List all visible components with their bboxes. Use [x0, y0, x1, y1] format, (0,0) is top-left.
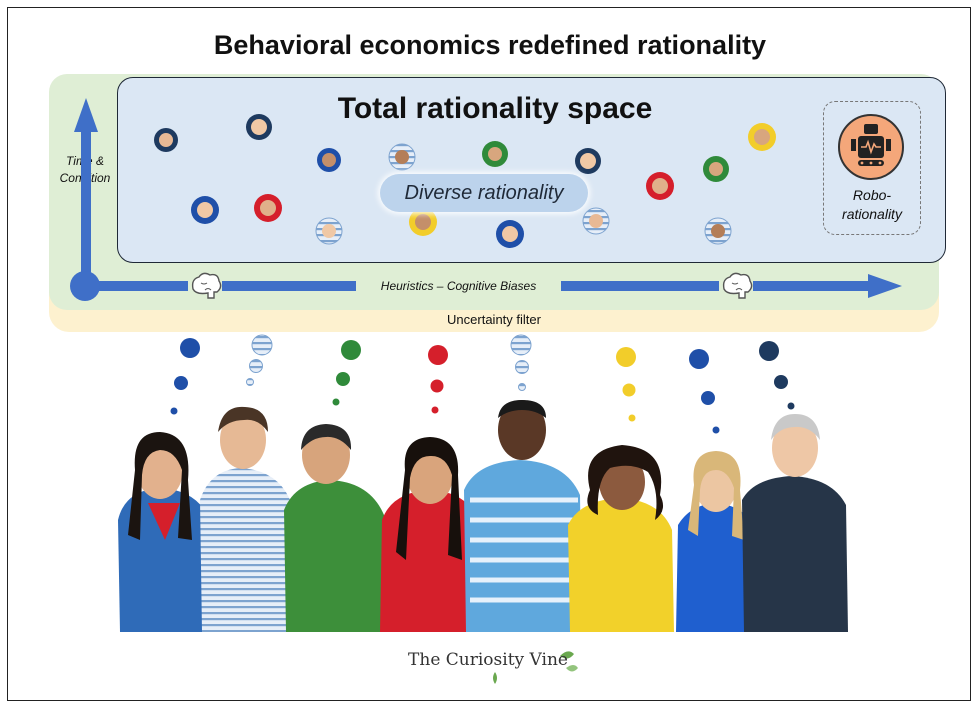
- thought-bubbles: [170, 334, 795, 434]
- leaf-icon: [493, 651, 578, 684]
- face-avatar: [191, 196, 219, 224]
- robo-rationality-label: Robo-rationality: [842, 187, 902, 222]
- face-avatar: [254, 194, 282, 222]
- brain-icon: [188, 272, 222, 302]
- face-avatar: [315, 217, 343, 245]
- person-woman-blue-top: [676, 451, 756, 632]
- person-woman-red-shirt: [380, 437, 480, 632]
- face-avatar: [154, 128, 178, 152]
- thought-bubble-yellow: [616, 347, 636, 422]
- person-man-light-blue-striped-shirt: [464, 400, 582, 632]
- people-group: [118, 400, 848, 632]
- diverse-rationality-label: Diverse rationality: [380, 174, 588, 212]
- person-man-striped-shirt: [200, 406, 294, 632]
- thought-bubble-red: [428, 345, 448, 414]
- person-woman-blue-shirt: [118, 432, 214, 632]
- thought-bubble-navy: [759, 341, 795, 410]
- total-rationality-space-box: [117, 77, 946, 263]
- thought-bubble-striped: [246, 334, 273, 386]
- person-man-navy-shirt: [742, 414, 848, 632]
- thought-bubble-blue: [170, 338, 200, 415]
- brain-icon: [719, 272, 753, 302]
- person-man-green-shirt: [284, 424, 386, 632]
- face-avatar: [317, 148, 341, 172]
- face-avatar: [246, 114, 272, 140]
- face-avatar: [582, 207, 610, 235]
- thought-bubble-blue: [689, 349, 720, 434]
- robo-rationality-box: [823, 101, 921, 235]
- curiosity-vine-logo: The Curiosity Vine: [408, 650, 568, 670]
- robot-icon: [838, 114, 904, 180]
- face-avatar: [575, 148, 601, 174]
- face-avatar: [703, 156, 729, 182]
- face-avatar: [496, 220, 524, 248]
- face-avatar: [646, 172, 674, 200]
- uncertainty-filter-label: Uncertainty filter: [447, 312, 541, 327]
- face-avatar: [748, 123, 776, 151]
- heuristics-label: Heuristics – Cognitive Biases: [356, 278, 561, 294]
- time-condition-axis: [74, 98, 98, 285]
- diagram-title: Behavioral economics redefined rationali…: [213, 30, 767, 60]
- thought-bubble-striped: [510, 334, 532, 391]
- total-rationality-space-title: Total rationality space: [337, 92, 653, 125]
- face-avatar: [388, 143, 416, 171]
- face-avatar-group: [154, 114, 776, 248]
- face-avatar: [482, 141, 508, 167]
- thought-bubble-green: [332, 340, 361, 406]
- person-woman-yellow-shirt: [568, 445, 674, 632]
- face-avatar: [704, 217, 732, 245]
- face-avatar: [409, 208, 437, 236]
- axis-origin: [70, 271, 100, 301]
